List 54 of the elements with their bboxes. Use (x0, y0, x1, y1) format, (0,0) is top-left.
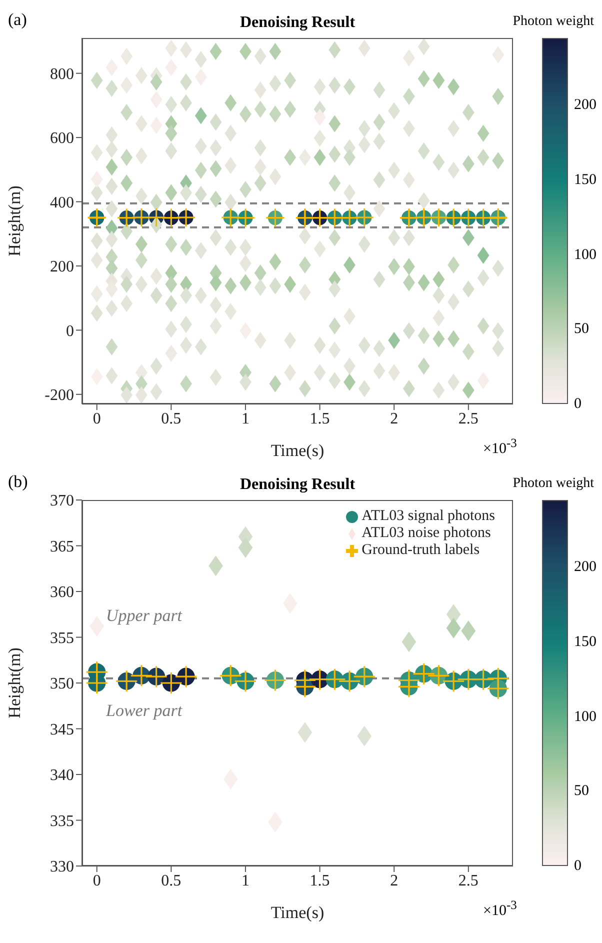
x-tick-label: 2.5 (458, 872, 478, 890)
x-tick-label: 1 (241, 872, 250, 890)
color-bar-label: 0 (574, 857, 582, 875)
y-tick-label: 365 (50, 538, 74, 556)
x-axis-title: Time(s) (270, 441, 324, 460)
color-bar-label: 100 (574, 708, 596, 726)
legend-label: ATL03 signal photons (362, 508, 495, 524)
color-bar-label: 150 (574, 170, 596, 189)
y-tick-label: 330 (50, 858, 74, 876)
legend-label: ATL03 noise photons (362, 525, 491, 541)
text: ×10$^{-3}$ (483, 898, 517, 920)
x-tick-label: 0.5 (161, 410, 182, 428)
y-axis-title: Height(m) (5, 648, 24, 718)
color-bar-label: 50 (574, 782, 589, 800)
y-tick-label: 400 (50, 194, 74, 212)
annotation: Lower part (106, 701, 182, 722)
color-bar-label: 100 (574, 246, 596, 264)
color-bar-label: 50 (574, 320, 589, 338)
color-bar-label: 0 (574, 395, 582, 413)
x-tick-label: 0 (92, 410, 101, 428)
x-tick-label: 2 (390, 410, 398, 428)
x-tick-label: 1.5 (310, 410, 330, 428)
text: (b) (8, 472, 28, 492)
y-tick-label: 800 (50, 66, 74, 83)
color-bar-title: Photon weight (512, 14, 594, 30)
y-tick-label: 200 (50, 258, 74, 276)
y-tick-label: 360 (50, 584, 74, 602)
text: (a) (8, 10, 27, 30)
y-tick-label: 600 (50, 130, 74, 148)
annotation: Upper part (106, 606, 182, 626)
y-tick-label: 0 (66, 322, 74, 340)
y-axis-title: Height(m) (5, 186, 24, 256)
y-tick-label: 340 (50, 767, 74, 784)
color-bar-title: Photon weight (512, 476, 594, 492)
legend-label: Ground-truth labels (362, 542, 480, 558)
color-bar-label: 200 (574, 96, 596, 114)
y-tick-label: 355 (50, 630, 74, 647)
x-tick-label: 1.5 (310, 872, 330, 890)
y-tick-label: 345 (50, 721, 74, 738)
color-bar-label: 200 (574, 558, 596, 576)
y-tick-label: 335 (50, 812, 74, 830)
y-tick-label: 370 (50, 492, 74, 510)
text: ×10$^{-3}$ (483, 436, 517, 458)
chart-title: Denoising Result (238, 14, 356, 32)
x-axis-title: Time(s) (270, 903, 324, 922)
x-tick-label: 0.5 (161, 872, 182, 890)
x-tick-label: 2.5 (458, 410, 478, 428)
color-bar-label: 150 (574, 632, 596, 651)
y-tick-label: -200 (44, 387, 74, 404)
x-tick-label: 1 (241, 410, 250, 428)
chart-title: Denoising Result (238, 476, 356, 494)
y-tick-label: 350 (50, 676, 74, 693)
x-tick-label: 2 (390, 872, 398, 890)
x-tick-label: 0 (92, 872, 101, 890)
